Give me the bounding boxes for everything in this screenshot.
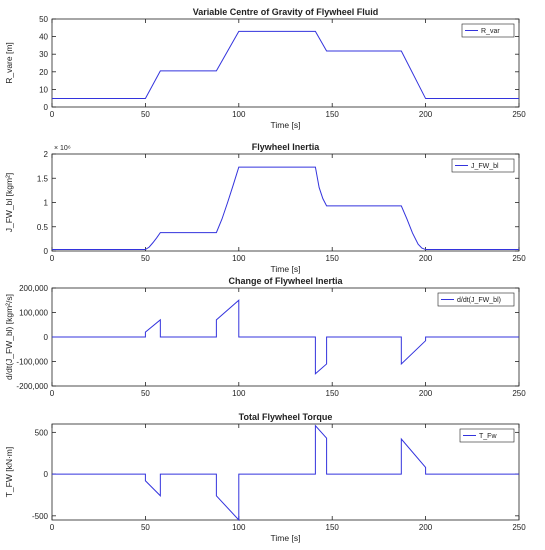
y-tick-label: 0 — [44, 333, 49, 342]
y-tick-label: 200,000 — [19, 284, 48, 293]
plot-area — [51, 18, 520, 108]
y-tick-label: 20 — [39, 68, 48, 77]
y-axis-label: J_FW_bl [kgm²] — [4, 173, 14, 233]
y-tick-label: -100,000 — [16, 358, 48, 367]
legend: d/dt(J_FW_bl) — [437, 292, 515, 307]
x-tick-label: 100 — [232, 110, 246, 119]
plot-area — [51, 423, 520, 521]
series-line — [52, 299, 519, 375]
y-tick-label: 0.5 — [37, 223, 49, 232]
x-tick-label: 0 — [50, 389, 55, 398]
legend-label: J_FW_bl — [471, 163, 499, 170]
x-tick-label: 0 — [50, 254, 55, 263]
y-tick-label: 500 — [35, 428, 49, 437]
y-tick-label: -500 — [32, 512, 49, 521]
legend: J_FW_bl — [451, 158, 515, 173]
y-tick-label: 1 — [44, 199, 49, 208]
x-tick-label: 50 — [141, 110, 150, 119]
chart-title: Flywheel Inertia — [252, 142, 321, 152]
y-tick-label: 0 — [44, 247, 49, 256]
chart-1: 0 50 100 150 200 250 0 10 20 30 40 50 Variable Centr… — [4, 7, 526, 130]
legend-box — [459, 428, 515, 443]
x-tick-label: 150 — [326, 110, 340, 119]
x-tick-label: 250 — [512, 523, 526, 532]
chart-title: Change of Flywheel Inertia — [228, 276, 343, 286]
x-tick-label: 150 — [326, 254, 340, 263]
chart-3: 0 50 100 150 200 250 -200,000 -100,000 0 100,000 2… — [4, 276, 526, 398]
x-tick-label: 50 — [141, 254, 150, 263]
legend-label: d/dt(J_FW_bl) — [457, 297, 501, 304]
y-tick-label: -200,000 — [16, 382, 48, 391]
x-tick-label: 150 — [326, 523, 340, 532]
y-tick-label: 40 — [39, 33, 48, 42]
legend-label: R_var — [481, 28, 500, 35]
x-tick-label: 200 — [419, 110, 433, 119]
plot-area — [51, 153, 520, 252]
legend-label: T_Fw — [479, 433, 497, 440]
y-tick-label: 0 — [44, 103, 49, 112]
legend-box — [461, 23, 515, 38]
x-tick-label: 250 — [512, 254, 526, 263]
x-tick-label: 250 — [512, 389, 526, 398]
x-tick-label: 150 — [326, 389, 340, 398]
legend: R_var — [461, 23, 515, 38]
x-tick-label: 200 — [419, 523, 433, 532]
x-tick-label: 100 — [232, 254, 246, 263]
x-tick-label: 0 — [50, 523, 55, 532]
y-tick-label: 10 — [39, 85, 48, 94]
chart-title: Variable Centre of Gravity of Flywheel F… — [193, 7, 379, 17]
y-tick-label: 1.5 — [37, 174, 49, 183]
y-axis-label: R_vare [m] — [4, 42, 14, 84]
y-tick-label: 2 — [44, 150, 49, 159]
y-tick-label: 100,000 — [19, 309, 48, 318]
series-line — [52, 166, 519, 251]
y-exponent-label: × 10⁶ — [54, 145, 71, 152]
x-tick-label: 100 — [232, 523, 246, 532]
y-tick-label: 0 — [44, 470, 49, 479]
x-tick-label: 50 — [141, 523, 150, 532]
chart-2: 0 50 100 150 200 250 0 0.5 1 1.5 2 × 10⁶ Flywheel In… — [4, 142, 526, 274]
x-tick-label: 200 — [419, 254, 433, 263]
y-tick-label: 30 — [39, 50, 48, 59]
chart-title: Total Flywheel Torque — [239, 412, 333, 422]
series-line — [52, 30, 519, 100]
x-tick-label: 200 — [419, 389, 433, 398]
x-axis-label: Time [s] — [271, 120, 301, 130]
x-axis-label: Time [s] — [271, 533, 301, 543]
x-tick-label: 0 — [50, 110, 55, 119]
x-tick-label: 100 — [232, 389, 246, 398]
y-tick-label: 50 — [39, 15, 48, 24]
x-axis-label: Time [s] — [271, 264, 301, 274]
x-tick-label: 250 — [512, 110, 526, 119]
series-line — [52, 424, 519, 522]
legend: T_Fw — [459, 428, 515, 443]
legend-box — [437, 292, 515, 307]
y-axis-label: T_FW [kN·m] — [4, 447, 14, 498]
x-tick-label: 50 — [141, 389, 150, 398]
y-axis-label: d/dt(J_FW_bl) [kgm²/s] — [4, 294, 14, 380]
legend-box — [451, 158, 515, 173]
